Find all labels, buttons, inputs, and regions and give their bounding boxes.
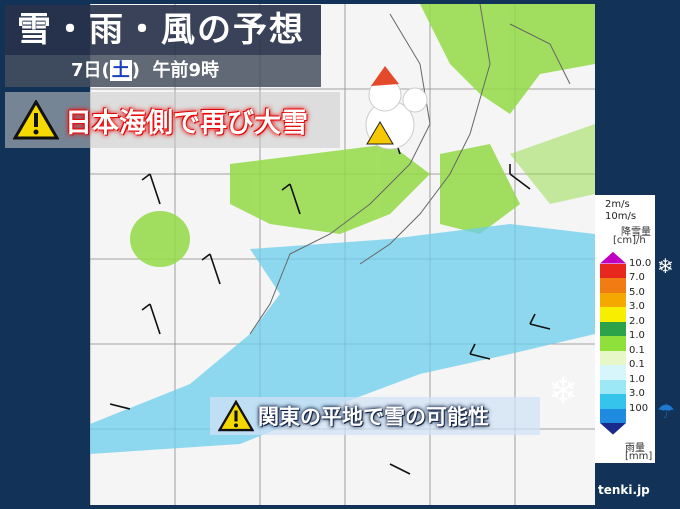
wind-scale-small: 2m/s xyxy=(605,199,630,210)
color-swatch xyxy=(600,336,626,351)
color-swatch xyxy=(600,423,626,435)
legend-tick-label: 5.0 xyxy=(629,286,645,298)
color-swatch xyxy=(600,365,626,380)
rain-area xyxy=(90,224,595,454)
precipitation-legend: 2m/s 10m/s 降雪量 [cm]/h 10.0 7.0 5.0 3.0 2.0 1.… xyxy=(595,195,655,463)
snowflake-icon: ❄ xyxy=(657,254,674,278)
color-swatch xyxy=(600,263,626,278)
legend-tick-label: 2.0 xyxy=(629,315,645,327)
subheadline-text: 関東の平地で雪の可能性 xyxy=(258,405,489,429)
rain-unit: [mm] xyxy=(625,451,653,462)
wind-scale-large: 10m/s xyxy=(605,211,637,222)
headline-text: 日本海側で再び大雪 xyxy=(65,107,308,139)
weather-map xyxy=(90,4,595,505)
legend-tick-label: 100 xyxy=(629,402,649,414)
weekday-label: 土 xyxy=(109,60,132,81)
warning-icon xyxy=(218,400,254,432)
snow-unit-label: 降雪量 xyxy=(621,227,651,238)
snowflake-icon: ❄ xyxy=(548,371,579,412)
subheadline-banner: 関東の平地で雪の可能性 xyxy=(210,397,540,435)
legend-tick-label: 3.0 xyxy=(629,388,645,399)
legend-tick-label: 1.0 xyxy=(629,373,645,385)
legend-tick-label: 1.0 xyxy=(629,330,645,341)
color-swatch xyxy=(600,292,626,307)
color-swatch xyxy=(600,379,626,394)
color-swatch xyxy=(600,307,626,322)
snow-area xyxy=(130,4,595,267)
legend-tick-label: 10.0 xyxy=(629,257,652,269)
warning-icon xyxy=(13,100,59,140)
page-title: 雪・雨・風の予想 xyxy=(5,5,321,55)
color-swatch xyxy=(600,321,626,336)
tenki-logo: tenki.jp xyxy=(598,483,650,497)
legend-tick-label: 7.0 xyxy=(629,272,645,283)
legend-tick-label: 3.0 xyxy=(629,301,645,312)
snow-unit: [cm]/h xyxy=(613,235,646,246)
time-label: 午前9時 xyxy=(152,60,220,81)
color-swatch xyxy=(600,278,626,293)
umbrella-icon: ☂ xyxy=(657,399,675,423)
color-swatch xyxy=(600,251,626,264)
color-swatch xyxy=(600,408,626,423)
snowman-icon xyxy=(365,66,428,150)
color-swatch xyxy=(600,350,626,365)
map-graphic xyxy=(90,4,595,505)
headline-banner: 日本海側で再び大雪 xyxy=(5,92,340,148)
legend-tick-label: 0.1 xyxy=(629,359,645,370)
coastlines xyxy=(249,4,571,335)
legend-tick-label: 0.1 xyxy=(629,344,645,356)
forecast-time: 7日(土) 午前9時 xyxy=(5,55,321,87)
color-swatch xyxy=(600,394,626,409)
date-label: 7日 xyxy=(71,60,102,81)
rain-unit-label: 雨量 xyxy=(625,443,645,454)
